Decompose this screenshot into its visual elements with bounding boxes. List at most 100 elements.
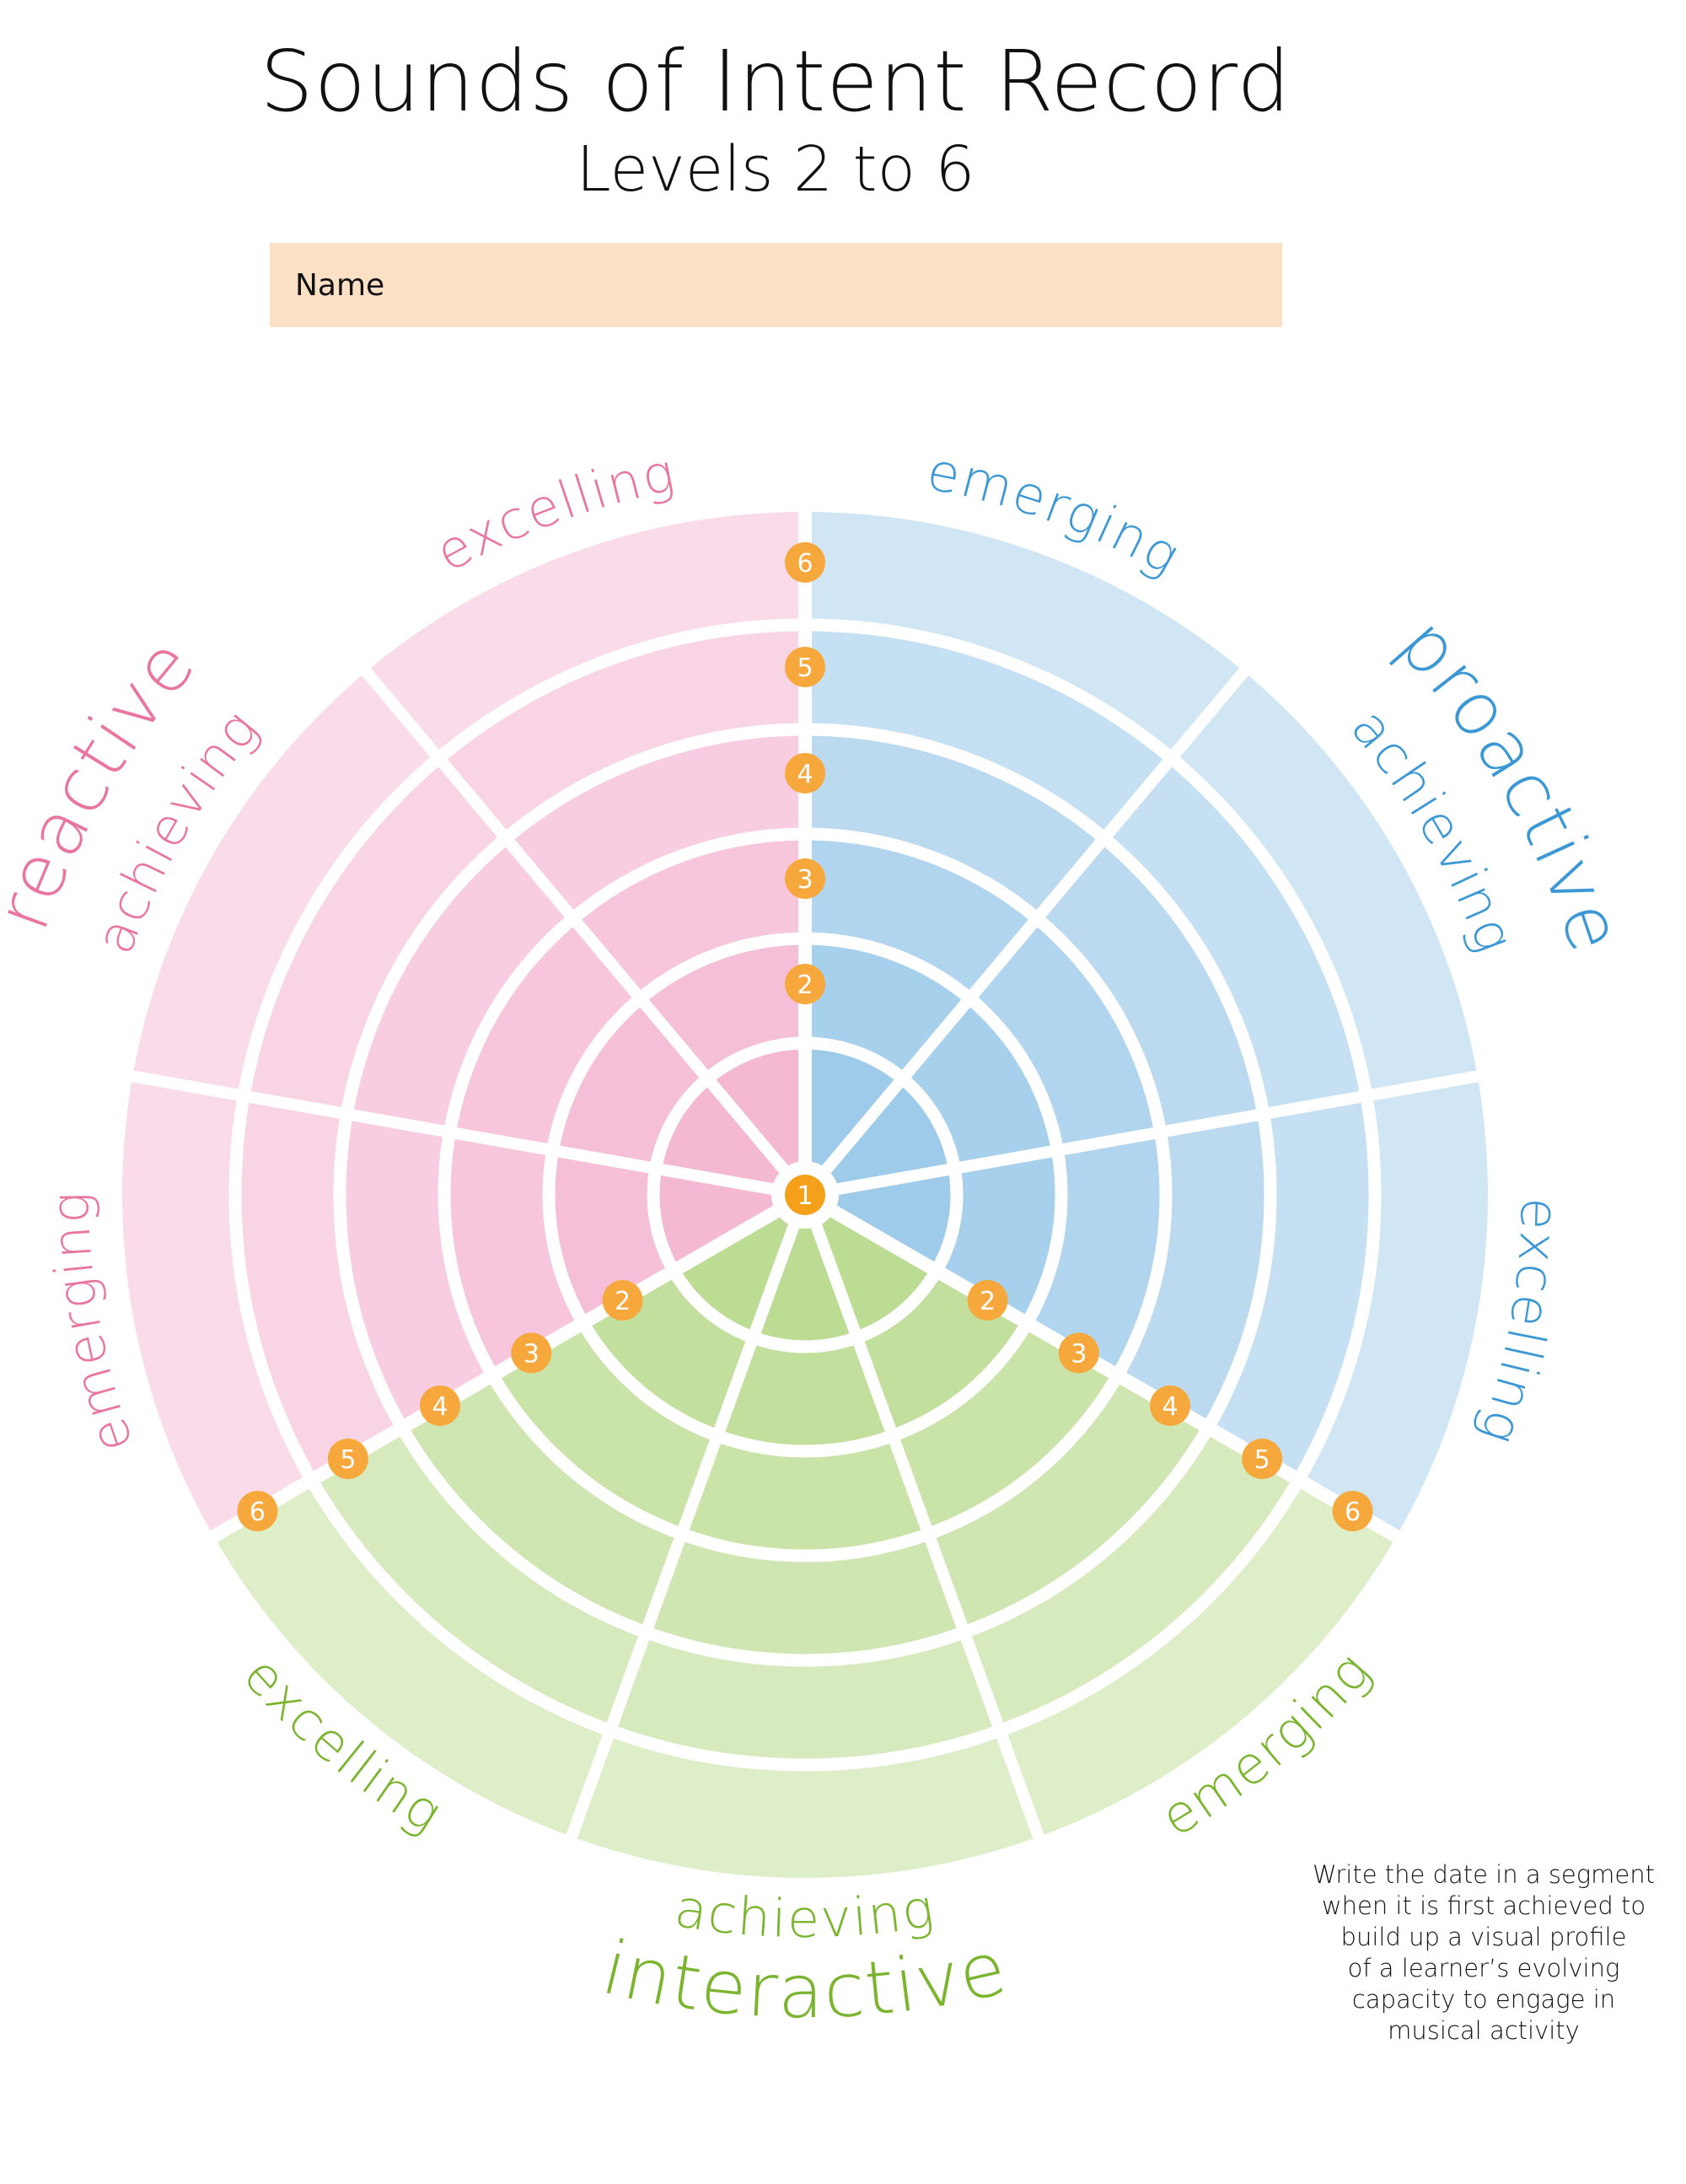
segment-interactive-excelling-level-5[interactable]: [311, 1428, 647, 1731]
instructions-line: capacity to engage in: [1351, 1985, 1616, 2014]
segment-reactive-achieving-level-6[interactable]: [132, 671, 439, 1096]
level-marker-circle: [785, 858, 825, 899]
level-marker-circle: [785, 1175, 825, 1215]
segment-proactive-emerging-level-4[interactable]: [805, 729, 1104, 919]
level-marker-circle: [1242, 1439, 1283, 1479]
radial-divider: [803, 1066, 1504, 1201]
segment-interactive-emerging-level-4[interactable]: [928, 1375, 1209, 1633]
instructions-line: Write the date in a segment: [1312, 1860, 1656, 1889]
level-marker: 2: [785, 964, 825, 1004]
level-marker-label: 3: [797, 865, 813, 895]
radial-divider: [345, 648, 810, 1199]
level-marker-circle: [785, 964, 825, 1004]
level-marker-label: 4: [797, 760, 813, 789]
segment-interactive-excelling-level-4[interactable]: [401, 1375, 682, 1633]
name-field-label: Name: [295, 268, 385, 303]
level-marker-circle: [785, 753, 825, 793]
segment-reactive-emerging-level-5[interactable]: [234, 1095, 402, 1480]
level-marker-label: 6: [797, 549, 813, 578]
level-marker-center: 1: [785, 1175, 825, 1215]
level-marker-circle: [327, 1439, 368, 1479]
level-marker-label: 4: [432, 1392, 448, 1422]
level-marker-circle: [1058, 1332, 1099, 1374]
radial-divider: [800, 648, 1265, 1199]
segment-reactive-excelling-level-4[interactable]: [506, 729, 805, 919]
level-marker-circle: [1332, 1491, 1373, 1531]
segment-reactive-achieving-level-1[interactable]: [655, 1079, 805, 1195]
sub-label-interactive-achieving: achieving: [671, 1877, 939, 1950]
level-marker: 6: [1332, 1491, 1373, 1531]
radial-divider: [557, 1192, 811, 1863]
level-marker: 4: [419, 1385, 460, 1426]
segment-interactive-achieving-level-2[interactable]: [717, 1337, 893, 1451]
segment-reactive-achieving-level-4[interactable]: [346, 838, 573, 1132]
segment-interactive-emerging-level-6[interactable]: [1000, 1480, 1397, 1837]
segment-proactive-emerging-level-6[interactable]: [805, 512, 1244, 759]
page-subtitle: Levels 2 to 6: [576, 133, 975, 206]
instructions-line: build up a visual profile: [1340, 1923, 1627, 1951]
segment-interactive-emerging-level-5[interactable]: [964, 1428, 1299, 1731]
segment-proactive-achieving-level-4[interactable]: [1037, 838, 1264, 1132]
radial-divider: [188, 1189, 809, 1555]
segment-proactive-achieving-level-3[interactable]: [969, 918, 1161, 1151]
segment-interactive-achieving-level-4[interactable]: [646, 1534, 964, 1661]
level-marker-label: 3: [1071, 1340, 1087, 1369]
instructions-line: when it is first achieved to: [1321, 1891, 1646, 1920]
level-marker-circle: [419, 1385, 460, 1426]
segment-proactive-achieving-level-1[interactable]: [805, 1079, 955, 1195]
segment-proactive-achieving-level-5[interactable]: [1103, 758, 1367, 1115]
page-title: Sounds of Intent Record: [260, 32, 1291, 131]
level-marker-label: 4: [1162, 1392, 1178, 1422]
level-marker-circle: [785, 647, 825, 687]
segment-reactive-emerging-level-2[interactable]: [549, 1150, 674, 1323]
level-marker: 6: [237, 1491, 278, 1531]
segment-proactive-excelling-level-6[interactable]: [1298, 1076, 1489, 1536]
segment-reactive-excelling-level-6[interactable]: [366, 512, 805, 759]
segment-proactive-emerging-level-3[interactable]: [805, 834, 1038, 999]
level-marker-label: 5: [797, 654, 813, 683]
segment-interactive-achieving-level-3[interactable]: [681, 1435, 929, 1556]
segment-proactive-excelling-level-4[interactable]: [1117, 1114, 1270, 1428]
instructions-line: of a learner’s evolving: [1347, 1954, 1620, 1982]
segment-proactive-emerging-level-5[interactable]: [805, 625, 1172, 839]
level-marker: 2: [967, 1280, 1008, 1321]
level-marker: 3: [1058, 1332, 1099, 1374]
segment-interactive-achieving-level-5[interactable]: [609, 1632, 1001, 1765]
segment-reactive-achieving-level-3[interactable]: [449, 918, 641, 1151]
segment-reactive-emerging-level-4[interactable]: [339, 1114, 493, 1428]
level-marker-label: 5: [1254, 1445, 1270, 1475]
level-marker-label: 6: [1345, 1498, 1361, 1527]
segment-proactive-excelling-level-2[interactable]: [936, 1150, 1061, 1323]
radial-divider: [799, 1192, 1053, 1863]
segment-interactive-emerging-level-3[interactable]: [892, 1323, 1118, 1535]
level-marker: 3: [785, 858, 825, 899]
level-marker: 3: [511, 1332, 552, 1374]
segment-interactive-excelling-level-6[interactable]: [213, 1480, 610, 1837]
name-field[interactable]: Name: [270, 243, 1282, 327]
level-marker-circle: [237, 1491, 278, 1531]
level-marker-label: 2: [980, 1287, 996, 1316]
radial-divider: [106, 1066, 807, 1201]
segment-proactive-excelling-level-5[interactable]: [1208, 1095, 1376, 1480]
level-marker-label: 1: [797, 1181, 813, 1211]
segment-proactive-achieving-level-6[interactable]: [1171, 671, 1478, 1096]
level-marker-circle: [785, 542, 825, 583]
segment-interactive-achieving-level-1[interactable]: [753, 1195, 857, 1347]
level-marker-circle: [967, 1280, 1008, 1321]
level-marker-circle: [1150, 1385, 1191, 1426]
segment-interactive-excelling-level-3[interactable]: [492, 1323, 718, 1535]
segment-interactive-achieving-level-6[interactable]: [571, 1730, 1039, 1879]
segment-reactive-excelling-level-5[interactable]: [438, 625, 805, 839]
level-marker-circle: [602, 1280, 643, 1321]
level-marker-label: 5: [340, 1445, 356, 1475]
radial-divider: [801, 1189, 1422, 1555]
level-marker: 5: [785, 647, 825, 687]
level-marker: 6: [785, 542, 825, 583]
instructions-text: Write the date in a segment when it is f…: [1281, 1859, 1686, 2047]
level-marker: 5: [1242, 1439, 1283, 1479]
level-marker: 2: [602, 1280, 643, 1321]
segment-reactive-excelling-level-3[interactable]: [572, 834, 805, 999]
segment-reactive-emerging-level-6[interactable]: [121, 1076, 312, 1536]
segment-reactive-achieving-level-5[interactable]: [244, 758, 507, 1115]
